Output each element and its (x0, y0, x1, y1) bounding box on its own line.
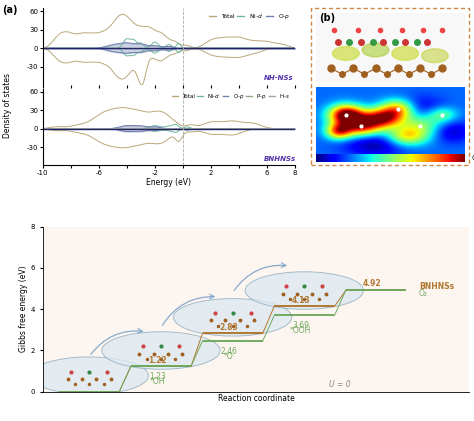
FancyBboxPatch shape (311, 8, 469, 165)
X-axis label: Reaction coordinate: Reaction coordinate (218, 394, 294, 403)
Text: 3.69: 3.69 (292, 321, 309, 330)
Text: (a): (a) (2, 5, 18, 15)
Text: *OH: *OH (150, 377, 165, 386)
Text: O₂: O₂ (419, 289, 428, 298)
Text: NH-NSs: NH-NSs (264, 75, 294, 81)
Text: *O: *O (224, 352, 234, 360)
Text: 4.13: 4.13 (292, 296, 310, 305)
Ellipse shape (30, 357, 148, 394)
Text: *OOH: *OOH (290, 326, 311, 335)
Text: 2.83: 2.83 (219, 322, 238, 332)
X-axis label: Energy (eV): Energy (eV) (146, 179, 191, 187)
Text: Density of states: Density of states (3, 73, 11, 138)
Text: 1.23: 1.23 (149, 372, 166, 381)
Text: BNHNSs: BNHNSs (264, 156, 296, 162)
Text: (b): (b) (319, 13, 336, 23)
Text: 2.46: 2.46 (220, 346, 237, 356)
Ellipse shape (245, 272, 364, 309)
Text: 4.92: 4.92 (363, 280, 382, 288)
Text: BNHNSs: BNHNSs (419, 282, 454, 291)
Ellipse shape (173, 298, 292, 336)
Text: U = 0: U = 0 (329, 380, 351, 389)
Legend: Total, Ni-$d$, O-$p$, P-$p$, H-$s$: Total, Ni-$d$, O-$p$, P-$p$, H-$s$ (170, 90, 292, 104)
Y-axis label: Gibbs free energy (eV): Gibbs free energy (eV) (19, 266, 28, 352)
FancyBboxPatch shape (316, 13, 465, 82)
Ellipse shape (102, 332, 220, 369)
Legend: Total, Ni-$d$, O-$p$: Total, Ni-$d$, O-$p$ (207, 10, 292, 24)
Text: 1.22: 1.22 (148, 356, 167, 365)
